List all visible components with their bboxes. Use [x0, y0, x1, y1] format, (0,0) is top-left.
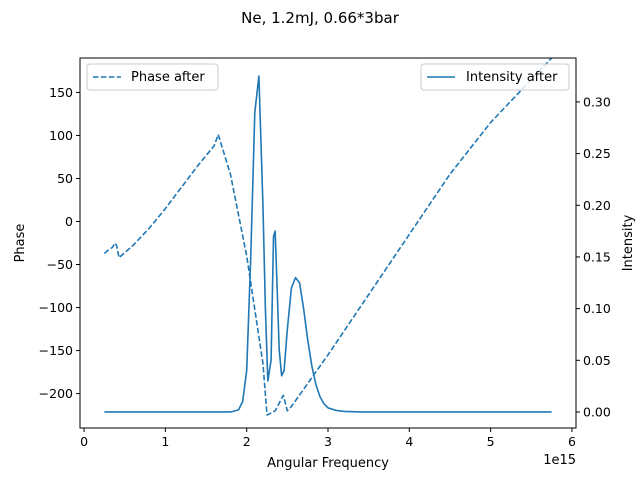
left-y-tick-label: 150	[49, 85, 73, 100]
left-y-tick-label: 50	[57, 171, 73, 186]
right-y-axis-ticks: 0.00 0.05 0.10 0.15 0.20 0.25 0.30	[576, 94, 611, 419]
x-tick-label: 6	[568, 434, 576, 449]
right-y-tick-label: 0.05	[583, 353, 611, 368]
right-y-axis-label: Intensity	[621, 214, 636, 271]
left-y-tick-label: 0	[65, 214, 73, 229]
left-y-tick-label: −150	[39, 343, 73, 358]
right-y-tick-label: 0.10	[583, 301, 611, 316]
legend-phase: Phase after	[86, 63, 219, 91]
left-y-axis-ticks: 150 100 50 0 −50 −100 −150 −200	[39, 85, 80, 401]
legend-intensity-label: Intensity after	[466, 70, 558, 85]
x-axis-offset-text: 1e15	[543, 453, 576, 468]
x-tick-label: 1	[161, 434, 169, 449]
x-tick-label: 0	[80, 434, 88, 449]
right-y-tick-label: 0.15	[583, 249, 611, 264]
x-tick-label: 4	[405, 434, 413, 449]
left-y-tick-label: −200	[39, 386, 73, 401]
x-tick-label: 5	[487, 434, 495, 449]
left-y-tick-label: 100	[49, 128, 73, 143]
phase-series-line	[103, 57, 553, 416]
x-axis-label: Angular Frequency	[267, 456, 389, 471]
x-tick-label: 3	[324, 434, 332, 449]
right-y-tick-label: 0.25	[583, 146, 611, 161]
left-y-tick-label: −50	[47, 257, 73, 272]
plot-frame	[79, 57, 577, 429]
intensity-series-line	[104, 75, 552, 413]
x-axis-ticks: 0 1 2 3 4 5 6	[80, 428, 576, 449]
x-tick-label: 2	[243, 434, 251, 449]
legend-phase-label: Phase after	[131, 70, 205, 85]
left-y-axis-label: Phase	[13, 224, 28, 263]
right-y-tick-label: 0.30	[583, 94, 611, 109]
left-y-tick-label: −100	[39, 300, 73, 315]
legend-intensity: Intensity after	[420, 63, 570, 91]
chart-title: Ne, 1.2mJ, 0.66*3bar	[241, 9, 400, 27]
plot-lines	[103, 57, 553, 416]
right-y-tick-label: 0.00	[583, 404, 611, 419]
right-y-tick-label: 0.20	[583, 198, 611, 213]
